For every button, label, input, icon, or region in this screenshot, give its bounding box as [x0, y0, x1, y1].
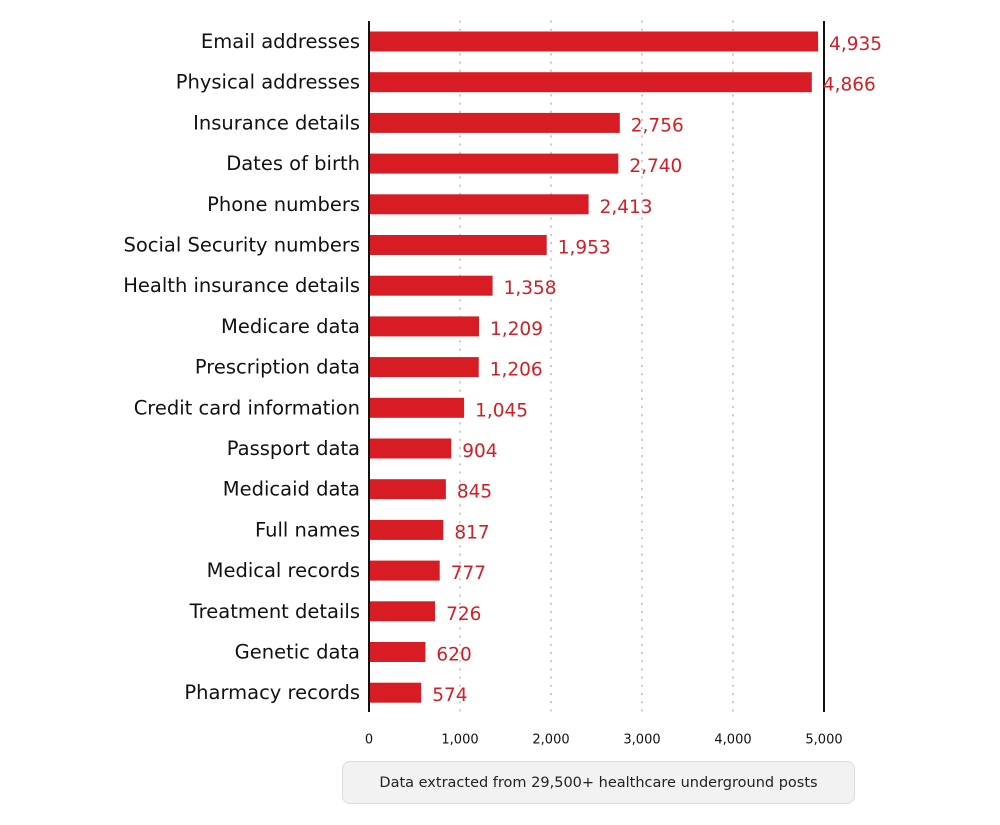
value-label: 904 — [462, 441, 497, 462]
footnote-box: Data extracted from 29,500+ healthcare u… — [342, 761, 855, 804]
bar — [369, 112, 620, 133]
category-label: Passport data — [227, 437, 360, 460]
bar — [369, 357, 479, 378]
category-label: Credit card information — [134, 396, 360, 419]
bar — [369, 316, 480, 337]
value-label: 2,756 — [631, 115, 684, 136]
category-label: Pharmacy records — [184, 681, 360, 704]
category-label: Insurance details — [193, 111, 360, 134]
category-label: Social Security numbers — [123, 234, 360, 257]
value-label: 2,740 — [629, 156, 682, 177]
category-labels: Email addresses Physical addresses Insuran… — [123, 30, 360, 704]
value-label: 777 — [451, 563, 486, 584]
x-tick-label: 3,000 — [623, 733, 660, 748]
bar — [369, 519, 444, 540]
category-label: Dates of birth — [226, 152, 360, 175]
bar — [369, 397, 465, 418]
x-tick-label: 1,000 — [441, 733, 478, 748]
category-label: Medicaid data — [223, 478, 360, 501]
category-label: Genetic data — [235, 641, 360, 664]
category-label: Health insurance details — [123, 274, 360, 297]
x-tick-label: 0 — [365, 733, 373, 748]
value-label: 1,953 — [558, 238, 611, 259]
bar — [369, 479, 446, 500]
value-label: 726 — [446, 604, 481, 625]
x-tick-label: 4,000 — [714, 733, 751, 748]
value-label: 4,935 — [829, 34, 882, 55]
value-label: 4,866 — [823, 75, 876, 96]
category-label: Email addresses — [201, 30, 360, 53]
bar — [369, 682, 422, 703]
category-label: Treatment details — [189, 600, 360, 623]
bars — [369, 31, 819, 703]
value-label: 845 — [457, 482, 492, 503]
x-tick-labels: 0 1,000 2,000 3,000 4,000 5,000 — [365, 733, 843, 748]
category-label: Full names — [255, 518, 360, 541]
x-tick-label: 2,000 — [532, 733, 569, 748]
bar — [369, 642, 426, 662]
category-label: Phone numbers — [207, 193, 360, 216]
value-label: 620 — [436, 645, 471, 666]
bar — [369, 438, 452, 459]
value-label: 2,413 — [600, 197, 653, 218]
axes — [368, 21, 825, 712]
category-label: Medicare data — [221, 315, 360, 338]
category-label: Prescription data — [195, 356, 360, 379]
value-label: 1,206 — [490, 360, 543, 381]
bar — [369, 72, 812, 93]
bar — [369, 601, 436, 622]
value-label: 574 — [432, 685, 467, 706]
value-label: 1,209 — [490, 319, 543, 340]
bar — [369, 235, 547, 255]
value-label: 817 — [454, 522, 489, 543]
bar — [369, 194, 589, 215]
bar — [369, 275, 493, 296]
value-label: 1,358 — [504, 278, 557, 299]
value-label: 1,045 — [475, 400, 528, 421]
bar — [369, 31, 819, 52]
category-label: Physical addresses — [176, 71, 360, 94]
x-tick-label: 5,000 — [805, 733, 842, 748]
bar — [369, 153, 619, 174]
bar — [369, 560, 440, 581]
category-label: Medical records — [207, 559, 360, 582]
